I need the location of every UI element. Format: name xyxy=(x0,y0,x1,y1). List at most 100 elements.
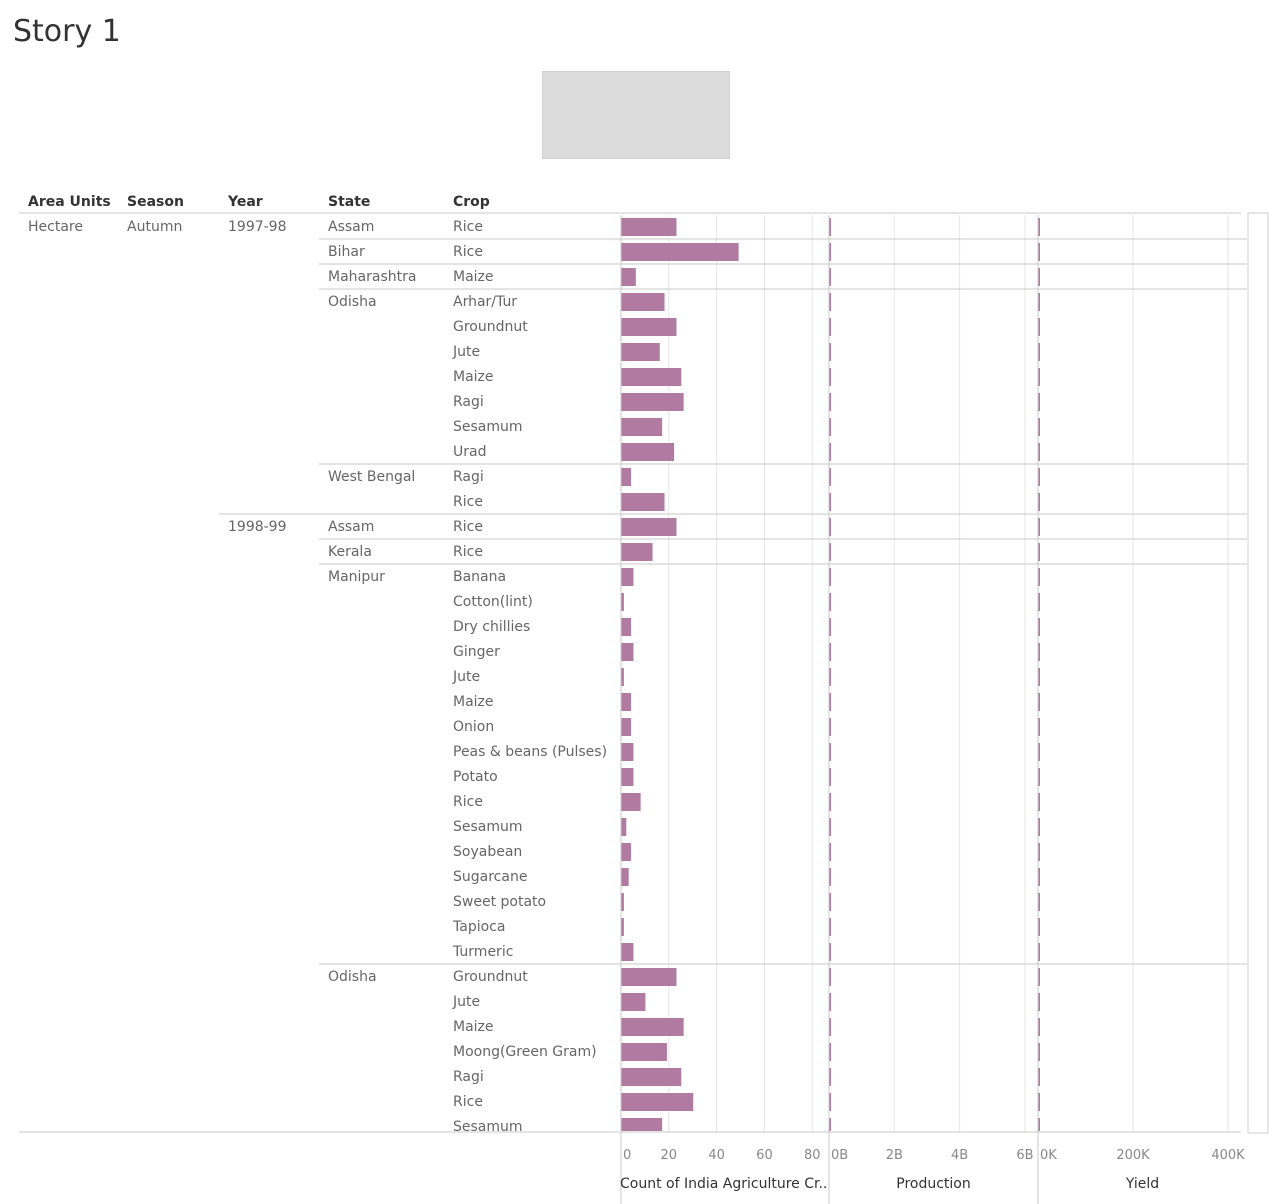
crop-cell: Sesamum xyxy=(453,419,523,435)
bar-count xyxy=(621,593,624,611)
bar-yield xyxy=(1038,968,1040,986)
state-cell: Maharashtra xyxy=(328,269,417,285)
bar-production xyxy=(829,518,831,536)
bar-yield xyxy=(1038,893,1040,911)
bar-count xyxy=(621,743,634,761)
bar-count xyxy=(621,293,665,311)
bar-production xyxy=(829,743,831,761)
crop-cell: Maize xyxy=(453,269,494,285)
tick-label: 60 xyxy=(756,1148,773,1163)
crop-cell: Rice xyxy=(453,544,483,560)
tick-label: 80 xyxy=(804,1148,821,1163)
bar-count xyxy=(621,343,660,361)
bar-count xyxy=(621,668,624,686)
bar-production xyxy=(829,968,831,986)
crop-cell: Jute xyxy=(453,994,481,1010)
bar-count xyxy=(621,1093,694,1111)
bar-yield xyxy=(1038,1093,1040,1111)
bar-production xyxy=(829,1118,831,1131)
bar-count xyxy=(621,893,624,911)
bar-production xyxy=(829,668,831,686)
crop-cell: Sesamum xyxy=(453,819,523,835)
bar-production xyxy=(829,543,831,561)
bar-yield xyxy=(1038,843,1040,861)
crop-cell: Potato xyxy=(453,769,498,785)
state-cell: Assam xyxy=(328,219,375,235)
bar-production xyxy=(829,468,831,486)
bar-count xyxy=(621,793,641,811)
bar-count xyxy=(621,243,739,261)
bar-production xyxy=(829,593,831,611)
crop-cell: Banana xyxy=(453,569,507,585)
bar-yield xyxy=(1038,693,1040,711)
bar-yield xyxy=(1038,493,1040,511)
bar-yield xyxy=(1038,718,1040,736)
bar-production xyxy=(829,993,831,1011)
bar-yield xyxy=(1038,643,1040,661)
bar-count xyxy=(621,718,632,736)
bar-yield xyxy=(1038,468,1040,486)
bar-yield xyxy=(1038,568,1040,586)
bar-yield xyxy=(1038,318,1040,336)
bar-yield xyxy=(1038,443,1040,461)
crop-cell: Rice xyxy=(453,494,483,510)
tick-label: 40 xyxy=(708,1148,725,1163)
bar-production xyxy=(829,818,831,836)
bar-yield xyxy=(1038,993,1040,1011)
crop-cell: Ragi xyxy=(453,394,484,410)
state-cell: West Bengal xyxy=(328,469,416,485)
area-unit-cell: Hectare xyxy=(28,219,83,235)
bar-yield xyxy=(1038,1068,1040,1086)
bar-production xyxy=(829,843,831,861)
crop-cell: Groundnut xyxy=(453,319,528,335)
crop-cell: Jute xyxy=(453,669,481,685)
header-year: Year xyxy=(228,194,263,210)
bar-yield xyxy=(1038,668,1040,686)
bar-count xyxy=(621,693,632,711)
bar-count xyxy=(621,568,634,586)
bar-production xyxy=(829,793,831,811)
bar-count xyxy=(621,543,653,561)
crop-cell: Sugarcane xyxy=(453,869,528,885)
image-placeholder xyxy=(542,71,730,159)
bar-yield xyxy=(1038,243,1040,261)
crop-cell: Rice xyxy=(453,1094,483,1110)
bar-count xyxy=(621,218,677,236)
bar-yield xyxy=(1038,793,1040,811)
bar-yield xyxy=(1038,268,1040,286)
bar-production xyxy=(829,268,831,286)
crop-cell: Urad xyxy=(453,444,487,460)
crop-cell: Rice xyxy=(453,219,483,235)
bar-production xyxy=(829,243,831,261)
header-season: Season xyxy=(127,194,184,210)
crop-cell: Maize xyxy=(453,369,494,385)
header-state: State xyxy=(328,194,371,210)
bar-count xyxy=(621,443,675,461)
tick-label: 6B xyxy=(1016,1148,1033,1163)
state-cell: Assam xyxy=(328,519,375,535)
year-cell: 1998-99 xyxy=(228,519,287,535)
bar-yield xyxy=(1038,868,1040,886)
bar-production xyxy=(829,943,831,961)
bar-count xyxy=(621,468,632,486)
bar-yield xyxy=(1038,418,1040,436)
bar-yield xyxy=(1038,393,1040,411)
state-cell: Odisha xyxy=(328,294,377,310)
bar-production xyxy=(829,893,831,911)
bar-count xyxy=(621,643,634,661)
crop-cell: Moong(Green Gram) xyxy=(453,1044,597,1060)
bar-count xyxy=(621,318,677,336)
bar-yield xyxy=(1038,618,1040,636)
bar-production xyxy=(829,443,831,461)
bar-count xyxy=(621,418,663,436)
bar-production xyxy=(829,693,831,711)
bar-count xyxy=(621,393,684,411)
crop-cell: Cotton(lint) xyxy=(453,594,533,610)
bar-yield xyxy=(1038,518,1040,536)
bar-yield xyxy=(1038,543,1040,561)
bar-yield xyxy=(1038,1043,1040,1061)
crop-cell: Rice xyxy=(453,794,483,810)
crop-cell: Rice xyxy=(453,519,483,535)
crop-cell: Onion xyxy=(453,719,495,735)
state-cell: Odisha xyxy=(328,969,377,985)
